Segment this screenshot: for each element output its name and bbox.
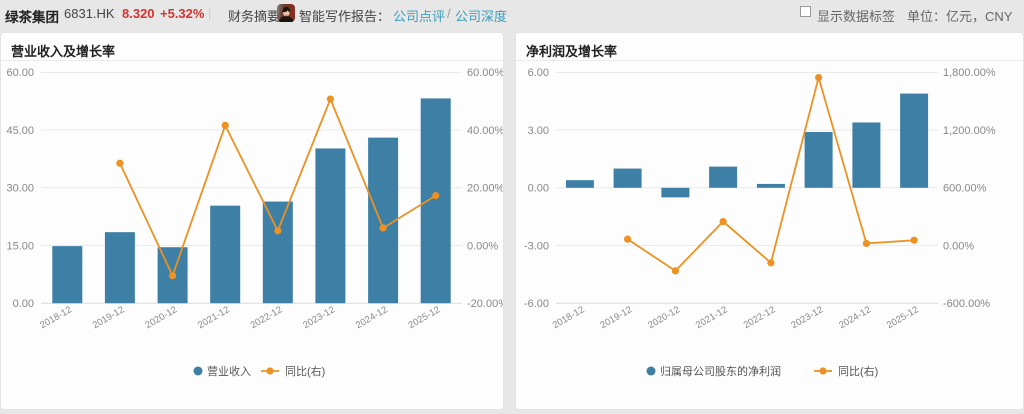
svg-text:15.00: 15.00: [6, 240, 34, 252]
svg-text:0.00: 0.00: [13, 298, 34, 310]
svg-text:2019-12: 2019-12: [598, 304, 634, 331]
svg-text:60.00: 60.00: [6, 67, 34, 79]
svg-text:营业收入: 营业收入: [207, 364, 251, 378]
svg-text:600.00%: 600.00%: [943, 183, 987, 195]
svg-text:2023-12: 2023-12: [789, 304, 825, 331]
svg-text:-20.00%: -20.00%: [467, 298, 504, 310]
svg-text:-600.00%: -600.00%: [943, 298, 990, 310]
svg-text:3.00: 3.00: [528, 125, 549, 137]
svg-text:同比(右): 同比(右): [838, 364, 878, 378]
svg-text:2022-12: 2022-12: [249, 304, 285, 331]
svg-text:2020-12: 2020-12: [143, 304, 179, 331]
svg-text:归属母公司股东的净利润: 归属母公司股东的净利润: [660, 364, 781, 378]
svg-text:6.00: 6.00: [528, 67, 549, 79]
svg-text:0.00%: 0.00%: [943, 240, 974, 252]
svg-text:2021-12: 2021-12: [196, 304, 232, 331]
svg-text:同比(右): 同比(右): [285, 364, 325, 378]
svg-text:0.00%: 0.00%: [467, 240, 498, 252]
svg-text:2018-12: 2018-12: [38, 304, 74, 331]
svg-text:-6.00: -6.00: [524, 298, 549, 310]
svg-text:1,800.00%: 1,800.00%: [943, 67, 996, 79]
svg-text:30.00: 30.00: [6, 183, 34, 195]
svg-text:2020-12: 2020-12: [646, 304, 682, 331]
svg-text:2018-12: 2018-12: [551, 304, 587, 331]
svg-text:2025-12: 2025-12: [406, 304, 442, 331]
svg-text:2022-12: 2022-12: [742, 304, 778, 331]
svg-text:0.00: 0.00: [528, 183, 549, 195]
svg-text:2024-12: 2024-12: [354, 304, 390, 331]
svg-text:45.00: 45.00: [6, 125, 34, 137]
svg-text:2023-12: 2023-12: [301, 304, 337, 331]
svg-text:-3.00: -3.00: [524, 240, 549, 252]
svg-text:20.00%: 20.00%: [467, 183, 504, 195]
svg-text:1,200.00%: 1,200.00%: [943, 125, 996, 137]
svg-text:2021-12: 2021-12: [694, 304, 730, 331]
svg-text:60.00%: 60.00%: [467, 67, 504, 79]
svg-text:2019-12: 2019-12: [91, 304, 127, 331]
svg-text:40.00%: 40.00%: [467, 125, 504, 137]
svg-text:2024-12: 2024-12: [837, 304, 873, 331]
svg-text:2025-12: 2025-12: [885, 304, 921, 331]
